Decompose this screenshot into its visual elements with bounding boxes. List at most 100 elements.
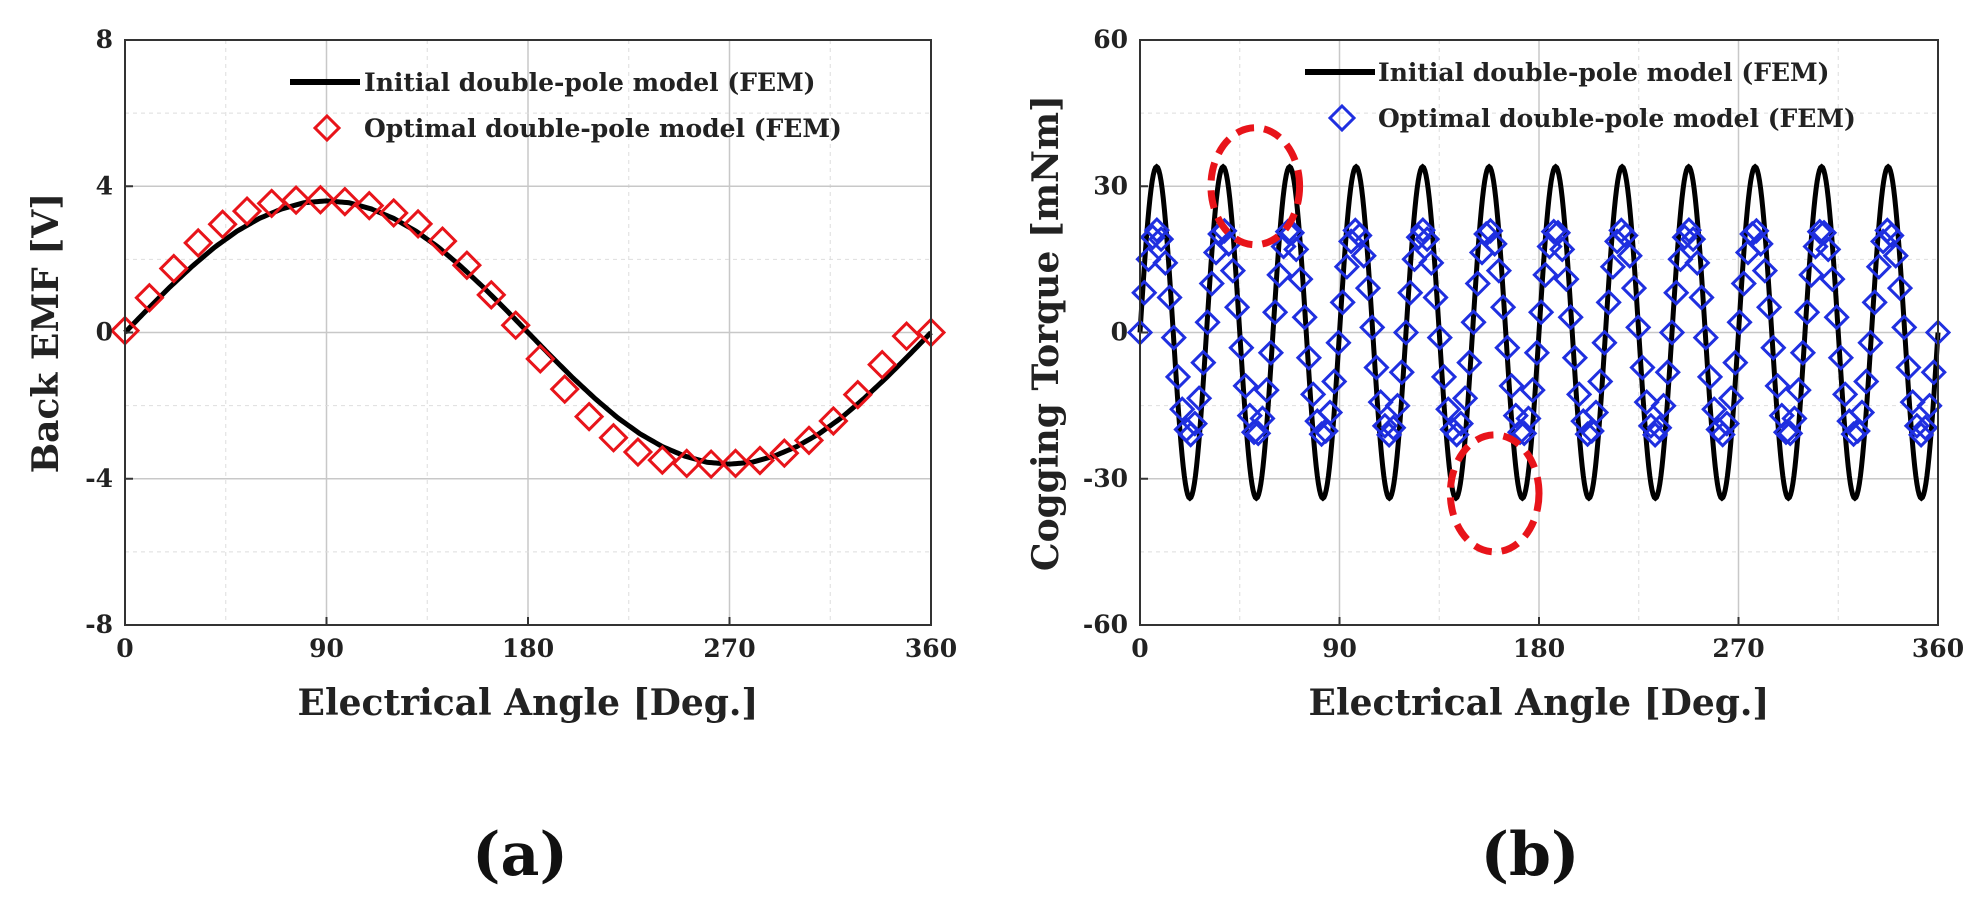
- series-marker-b-1-55: [1359, 314, 1386, 341]
- panel-b-ylabel: Cogging Torque [mNm]: [1025, 95, 1067, 571]
- series-marker-b-1-93: [1519, 377, 1546, 404]
- series-marker-b-1-166: [1827, 344, 1855, 371]
- series-marker-b-1-46: [1321, 368, 1348, 395]
- series-marker-b-1-38: [1287, 265, 1314, 293]
- series-marker-b-1-91: [1511, 420, 1538, 447]
- series-marker-b-1-155: [1781, 405, 1808, 432]
- panel-a-xlabel: Electrical Angle [Deg.]: [298, 682, 759, 724]
- series-marker-b-1-1: [1131, 279, 1158, 306]
- series-marker-b-1-16: [1194, 309, 1221, 336]
- series-marker-b-1-95: [1527, 299, 1555, 326]
- series-marker-b-1-56: [1363, 354, 1390, 381]
- series-marker-b-1-141: [1722, 349, 1749, 376]
- series-marker-a-1-30: [842, 379, 873, 410]
- series-marker-b-1-164: [1819, 265, 1846, 293]
- series-marker-b-1-107: [1578, 417, 1605, 445]
- xtick-label-b-3: 270: [1712, 634, 1764, 663]
- series-marker-b-1-131: [1679, 226, 1707, 253]
- series-marker-b-1-149: [1755, 294, 1783, 321]
- series-marker-b-1-103: [1561, 344, 1589, 371]
- series-marker-b-1-96: [1532, 261, 1559, 288]
- series-marker-a-1-26: [744, 445, 776, 476]
- series-marker-b-1-69: [1418, 249, 1445, 276]
- series-marker-b-1-79: [1460, 309, 1487, 336]
- series-marker-b-1-64: [1397, 279, 1424, 306]
- series-marker-a-1-2: [158, 253, 189, 284]
- series-marker-b-1-80: [1464, 270, 1491, 297]
- series-marker-b-1-29: [1249, 405, 1276, 432]
- xtick-label-a-0: 0: [116, 634, 133, 663]
- series-marker-b-1-179: [1882, 242, 1909, 269]
- series-marker-b-1-185: [1907, 421, 1935, 448]
- ytick-label-a-3: -4: [85, 464, 113, 493]
- series-marker-b-1-39: [1291, 304, 1318, 331]
- series-marker-b-1-139: [1713, 410, 1741, 437]
- series-marker-b-1-130: [1675, 217, 1703, 244]
- ytick-label-b-1: 30: [1093, 171, 1128, 200]
- xtick-label-a-1: 90: [309, 634, 344, 663]
- series-marker-a-1-18: [549, 374, 580, 405]
- series-marker-a-1-14: [451, 250, 482, 281]
- series-marker-b-1-23: [1223, 294, 1251, 321]
- series-marker-b-1-136: [1701, 396, 1728, 423]
- series-marker-b-1-128: [1667, 246, 1694, 273]
- series-marker-b-1-119: [1629, 354, 1656, 381]
- series-marker-b-1-165: [1823, 304, 1850, 331]
- series-marker-b-1-182: [1895, 354, 1922, 381]
- series-marker-b-1-129: [1671, 224, 1698, 251]
- series-marker-a-1-22: [647, 444, 678, 476]
- ytick-label-a-4: -8: [85, 610, 113, 639]
- series-marker-a-1-23: [671, 448, 702, 479]
- series-marker-b-1-49: [1333, 253, 1361, 280]
- series-marker-b-1-8: [1160, 324, 1187, 351]
- series-marker-b-1-40: [1295, 344, 1323, 371]
- series-marker-b-1-35: [1274, 218, 1301, 245]
- series-marker-b-1-100: [1549, 236, 1576, 263]
- xtick-label-b-0: 0: [1131, 634, 1148, 663]
- series-marker-b-1-120: [1633, 389, 1660, 416]
- series-marker-b-1-25: [1232, 372, 1259, 400]
- ytick-label-b-0: 60: [1093, 25, 1128, 54]
- series-marker-b-1-44: [1312, 417, 1339, 445]
- series-marker-b-1-9: [1164, 363, 1192, 391]
- series-marker-b-1-7: [1156, 284, 1183, 311]
- series-marker-a-1-7: [280, 185, 312, 216]
- series-marker-b-1-148: [1751, 257, 1779, 284]
- series-marker-b-1-6: [1152, 249, 1179, 276]
- panel-b-ticks: 0 90 180 270 360 60 30 0 -30 -60: [1083, 25, 1964, 663]
- series-marker-b-1-134: [1692, 324, 1719, 351]
- series-marker-b-1-70: [1422, 284, 1449, 311]
- series-marker-b-1-135: [1696, 363, 1724, 391]
- series-marker-b-1-60: [1380, 414, 1407, 441]
- series-marker-b-1-61: [1384, 392, 1411, 419]
- series-marker-b-1-124: [1650, 392, 1677, 419]
- series-marker-b-1-170: [1844, 417, 1871, 445]
- series-marker-b-1-24: [1228, 334, 1255, 361]
- series-marker-b-1-87: [1494, 334, 1521, 361]
- series-marker-a-1-11: [378, 197, 409, 229]
- series-marker-b-1-22: [1219, 257, 1247, 284]
- series-marker-b-1-161: [1806, 218, 1833, 245]
- series-marker-b-1-186: [1912, 414, 1939, 441]
- series-marker-b-1-184: [1903, 412, 1931, 439]
- series-marker-a-1-25: [720, 448, 751, 479]
- series-marker-b-1-14: [1185, 385, 1213, 412]
- series-marker-a-1-19: [574, 401, 605, 432]
- series-marker-b-1-102: [1557, 304, 1584, 331]
- ytick-label-a-1: 4: [96, 171, 113, 200]
- series-marker-b-1-132: [1684, 249, 1711, 276]
- series-marker-b-1-178: [1878, 222, 1905, 249]
- series-marker-a-1-9: [329, 186, 360, 217]
- series-marker-b-1-86: [1489, 294, 1517, 321]
- series-marker-b-1-30: [1253, 377, 1280, 404]
- series-marker-b-1-125: [1654, 359, 1681, 386]
- xtick-label-b-2: 180: [1513, 634, 1565, 663]
- series-marker-b-1-72: [1430, 363, 1458, 391]
- series-marker-b-1-167: [1831, 381, 1859, 408]
- series-marker-b-1-98: [1540, 218, 1567, 245]
- panel-a-ticks: 0 90 180 270 360 8 4 0 -4 -8: [85, 25, 957, 663]
- series-line-a-0: [123, 198, 933, 467]
- series-marker-b-1-15: [1190, 349, 1217, 376]
- series-marker-a-1-10: [354, 190, 385, 221]
- series-marker-b-1-173: [1857, 329, 1884, 356]
